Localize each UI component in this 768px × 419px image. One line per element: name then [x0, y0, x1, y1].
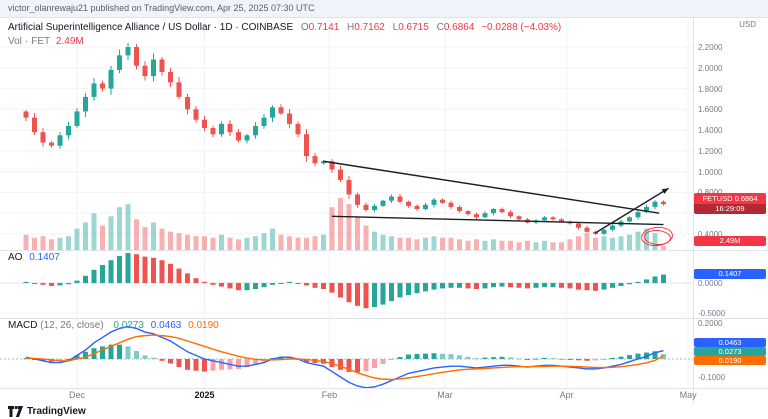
price-axis-label: 1.6000 [698, 105, 723, 115]
price-axis-label: 0.8000 [698, 188, 722, 197]
ao-axis-label: 0.0000 [698, 279, 723, 288]
symbol-title[interactable]: Artificial Superintelligence Alliance / … [8, 22, 294, 33]
pane-divider[interactable] [0, 318, 768, 319]
ohlc-open-value: 0.7141 [308, 22, 340, 33]
macd-axis-label: 0.2000 [698, 319, 723, 329]
time-axis-label: Feb [321, 390, 338, 400]
ao-legend[interactable]: AO 0.1407 [8, 252, 60, 263]
volume-axis-badge: 2.49M [694, 236, 766, 246]
time-axis-label: Dec [68, 390, 86, 400]
macd-pane-canvas[interactable] [0, 318, 693, 388]
ao-indicator-label[interactable]: AO [8, 252, 23, 263]
macd-axis-badge: 0.0463 [694, 338, 766, 347]
ohlc-open-label: O [300, 22, 309, 33]
time-axis-label: May [679, 390, 697, 400]
ao-axis-badge: 0.1407 [694, 269, 766, 279]
volume-separator: · [24, 36, 29, 47]
volume-symbol: FET [31, 36, 51, 47]
currency-label[interactable]: USD [739, 20, 756, 29]
price-axis-divider [693, 18, 694, 404]
footer-bar: TradingView [0, 404, 768, 419]
publish-info-bar: victor_olanrewaju21 published on Trading… [0, 0, 768, 18]
price-axis-label: 1.4000 [698, 126, 723, 136]
macd-hist-value: 0.0273 [113, 320, 144, 331]
publish-info-text: victor_olanrewaju21 published on Trading… [8, 3, 315, 13]
time-axis-label: Apr [559, 390, 574, 400]
last-price-value: FETUSD 0.6864 [694, 193, 766, 204]
last-price-badge: FETUSD 0.6864 16:29:09 [694, 193, 766, 214]
ohlc-close-value: 0.6864 [443, 22, 475, 33]
price-axis-label: 0.4000 [698, 229, 723, 239]
time-axis-label: 2025 [194, 390, 215, 400]
price-axis[interactable]: 2.2000 2.0000 1.8000 1.6000 1.4000 1.2000 1.00… [693, 0, 768, 404]
price-chart-canvas[interactable] [0, 18, 693, 250]
macd-signal-axis-badge: 0.0190 [694, 356, 766, 365]
macd-hist-axis-badge: 0.0273 [694, 347, 766, 356]
ohlc-high-label: H [347, 22, 355, 33]
macd-params: (12, 26, close) [40, 320, 104, 331]
price-axis-label: 2.2000 [698, 43, 723, 53]
macd-indicator-label[interactable]: MACD [8, 320, 38, 331]
price-axis-label: 1.2000 [698, 146, 723, 156]
ao-indicator-value: 0.1407 [29, 252, 60, 263]
volume-label[interactable]: Vol [8, 36, 22, 47]
bar-countdown: 16:29:09 [694, 204, 766, 214]
ohlc-low-label: L [392, 22, 399, 33]
price-axis-label: 2.0000 [698, 63, 723, 73]
macd-axis-label: -0.1000 [698, 372, 726, 382]
macd-line-value: 0.0463 [150, 320, 182, 331]
macd-legend[interactable]: MACD (12, 26, close) 0.0273 0.0463 0.019… [8, 320, 219, 331]
pane-divider[interactable] [0, 250, 768, 251]
macd-signal-value: 0.0190 [188, 320, 219, 331]
time-axis-divider [0, 388, 768, 389]
ohlc-low-value: 0.6715 [398, 22, 429, 33]
tradingview-brand-text[interactable]: TradingView [27, 406, 86, 417]
change-value: −0.0288 (−4.03%) [481, 22, 562, 33]
price-axis-label: 1.8000 [698, 84, 723, 94]
ao-axis-label: -0.5000 [698, 309, 726, 319]
ohlc-close-label: C [436, 22, 444, 33]
price-axis-label: 1.0000 [698, 167, 723, 177]
volume-value: 2.49M [55, 36, 84, 47]
ao-pane-canvas[interactable] [0, 250, 693, 318]
time-axis-label: Mar [437, 390, 453, 400]
time-axis[interactable]: Dec 2025 Feb Mar Apr May [0, 388, 697, 404]
tradingview-logo-icon[interactable] [8, 406, 23, 417]
symbol-legend[interactable]: Artificial Superintelligence Alliance / … [8, 21, 561, 49]
ohlc-high-value: 0.7162 [354, 22, 385, 33]
